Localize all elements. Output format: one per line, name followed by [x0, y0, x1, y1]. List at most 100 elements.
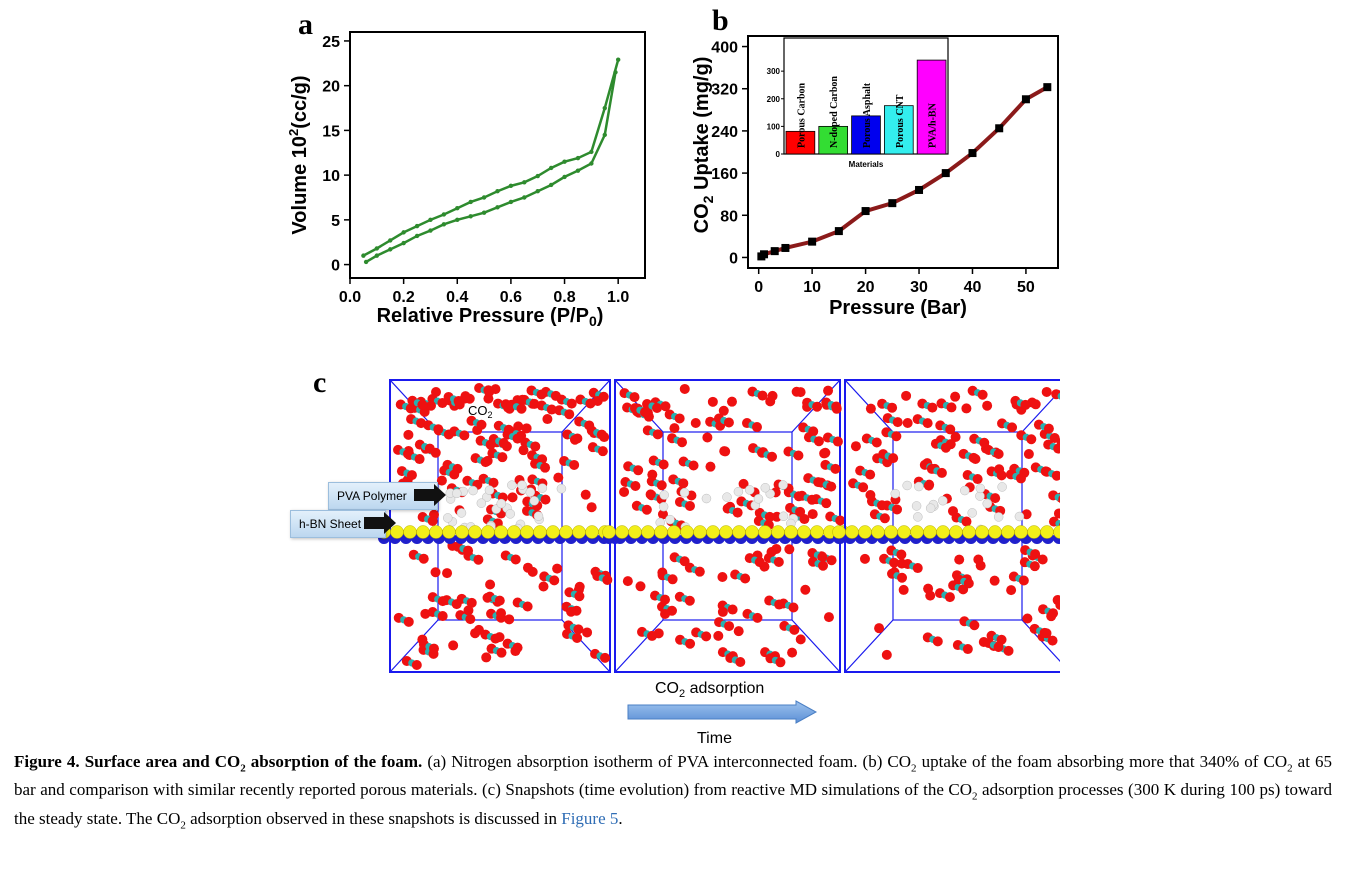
nitrogen-atom [403, 525, 417, 539]
nitrogen-atom [533, 525, 547, 539]
nitrogen-atom [615, 525, 629, 539]
uptake-point [915, 185, 924, 194]
oxygen-atom [480, 457, 491, 468]
oxygen-atom [788, 602, 799, 613]
md-snapshot-3 [832, 379, 1060, 673]
oxygen-atom [1026, 434, 1037, 445]
polymer-atom [442, 513, 453, 523]
hbn-arrow-icon [364, 512, 396, 534]
oxygen-atom [813, 436, 824, 447]
oxygen-atom [817, 552, 828, 563]
sim-box-edge [389, 619, 439, 673]
sim-box-outer [844, 379, 1060, 673]
isotherm-chart: 0.0 0.2 0.4 0.6 0.8 1.0 0 5 10 15 20 25 Relative Pr… [286, 31, 646, 329]
nitrogen-atom [667, 525, 681, 539]
oxygen-atom [821, 498, 832, 509]
uptake-point [941, 169, 950, 178]
oxygen-atom [453, 395, 464, 406]
data-point [535, 173, 540, 179]
uptake-point [968, 149, 977, 158]
oxygen-atom [658, 459, 669, 470]
polymer-atom [733, 486, 744, 497]
oxygen-atom [751, 422, 762, 433]
oxygen-atom [1007, 422, 1018, 433]
y-tick-label: 0 [729, 250, 738, 267]
oxygen-atom [507, 492, 518, 503]
data-point [495, 189, 500, 194]
oxygen-atom [773, 556, 784, 567]
oxygen-atom [516, 403, 527, 414]
oxygen-atom [733, 626, 744, 637]
oxygen-atom [496, 647, 507, 658]
oxygen-atom [490, 633, 501, 644]
oxygen-atom [685, 638, 696, 649]
oxygen-atom [826, 555, 837, 566]
oxygen-atom [411, 659, 422, 670]
polymer-atom [525, 487, 536, 497]
time-arrow-icon [627, 700, 818, 724]
oxygen-atom [592, 395, 603, 406]
polymer-atom [925, 503, 936, 513]
oxygen-atom [538, 581, 549, 592]
data-point [455, 217, 460, 223]
oxygen-atom [946, 402, 957, 413]
oxygen-atom [793, 450, 804, 461]
pva-arrow-icon [414, 484, 446, 506]
oxygen-atom [513, 421, 524, 432]
data-point [374, 246, 380, 251]
data-point [562, 159, 567, 164]
inset-bar-label: Porous Asphalt [862, 82, 873, 148]
oxygen-atom [428, 643, 439, 654]
sim-box-edge [614, 619, 664, 673]
oxygen-atom [936, 467, 947, 478]
oxygen-atom [718, 405, 729, 416]
oxygen-atom [1020, 399, 1031, 410]
nitrogen-atom [845, 525, 859, 539]
oxygen-atom [923, 480, 934, 491]
nitrogen-atom [975, 525, 989, 539]
oxygen-atom [950, 391, 961, 402]
x-tick-label: 0.4 [446, 289, 468, 306]
polymer-atom [529, 496, 540, 506]
nitrogen-atom [897, 525, 911, 539]
oxygen-atom [546, 404, 557, 415]
oxygen-atom [832, 436, 843, 447]
nitrogen-atom [468, 525, 482, 539]
nitrogen-atom [706, 525, 720, 539]
oxygen-atom [660, 401, 671, 412]
oxygen-atom [641, 504, 652, 515]
data-point [602, 105, 607, 111]
oxygen-atom [823, 385, 834, 396]
oxygen-atom [690, 417, 701, 428]
oxygen-atom [961, 516, 972, 527]
oxygen-atom [678, 478, 689, 489]
oxygen-atom [448, 640, 459, 651]
plot-frame [747, 35, 1059, 269]
x-tick-label: 0 [754, 279, 763, 296]
nitrogen-atom [858, 525, 872, 539]
polymer-atom [537, 483, 548, 493]
oxygen-atom [580, 489, 591, 500]
oxygen-atom [820, 447, 831, 458]
oxygen-atom [972, 474, 983, 485]
oxygen-atom [705, 461, 716, 472]
oxygen-atom [473, 554, 484, 565]
oxygen-atom [418, 553, 429, 564]
data-point [428, 228, 433, 233]
oxygen-atom [656, 480, 667, 491]
inset-bar-label: N-doped Carbon [829, 76, 840, 148]
oxygen-atom [724, 621, 735, 632]
oxygen-atom [925, 590, 936, 601]
oxygen-atom [989, 575, 1000, 586]
data-point [613, 70, 618, 75]
nitrogen-atom [745, 525, 759, 539]
nitrogen-atom [429, 525, 443, 539]
oxygen-atom [414, 454, 425, 465]
oxygen-atom [679, 383, 690, 394]
oxygen-atom [865, 469, 876, 480]
oxygen-atom [858, 482, 869, 493]
oxygen-atom [564, 409, 575, 420]
figure-5-link[interactable]: Figure 5 [561, 808, 619, 828]
isotherm-series-1 [362, 59, 620, 257]
uptake-point [888, 199, 897, 208]
